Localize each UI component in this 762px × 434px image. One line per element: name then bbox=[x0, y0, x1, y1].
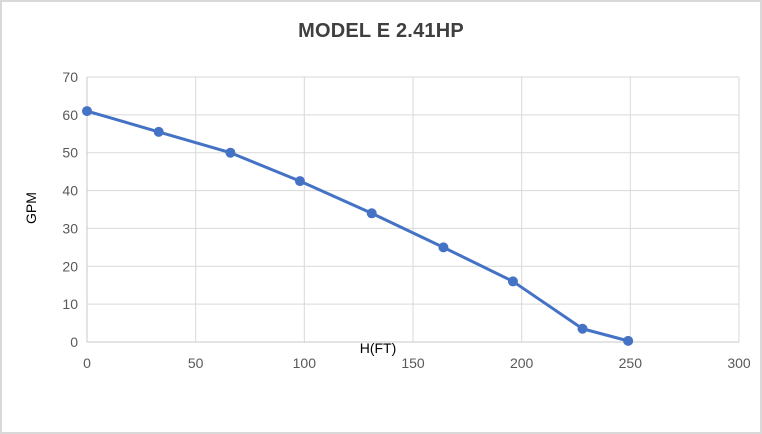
data-point-marker bbox=[82, 106, 92, 117]
y-tick-label: 10 bbox=[62, 296, 78, 312]
y-tick-label: 30 bbox=[62, 220, 78, 236]
data-point-marker bbox=[438, 242, 449, 253]
y-tick-label: 50 bbox=[62, 145, 78, 161]
data-point-marker bbox=[366, 208, 377, 219]
chart-title: MODEL E 2.41HP bbox=[298, 20, 464, 42]
series-line bbox=[85, 109, 630, 343]
x-tick-label: 100 bbox=[293, 355, 317, 371]
data-point-marker bbox=[507, 276, 518, 287]
data-point-marker bbox=[577, 323, 588, 334]
data-point-marker bbox=[225, 147, 236, 158]
data-point-marker bbox=[294, 176, 305, 187]
data-point-marker bbox=[623, 335, 634, 346]
x-tick-label: 300 bbox=[727, 355, 751, 371]
x-tick-label: 50 bbox=[188, 355, 204, 371]
x-axis-title: H(FT) bbox=[360, 340, 397, 356]
y-tick-label: 60 bbox=[62, 107, 78, 123]
y-tick-label: 0 bbox=[70, 334, 78, 350]
x-tick-label: 200 bbox=[510, 355, 534, 371]
y-tick-label: 70 bbox=[62, 69, 78, 85]
y-tick-label: 40 bbox=[62, 183, 78, 199]
x-tick-label: 0 bbox=[83, 355, 91, 371]
y-tick-label: 20 bbox=[62, 258, 78, 274]
x-tick-label: 150 bbox=[401, 355, 425, 371]
data-point-marker bbox=[153, 126, 164, 137]
y-axis-title: GPM bbox=[23, 192, 39, 224]
x-tick-label: 250 bbox=[619, 355, 643, 371]
